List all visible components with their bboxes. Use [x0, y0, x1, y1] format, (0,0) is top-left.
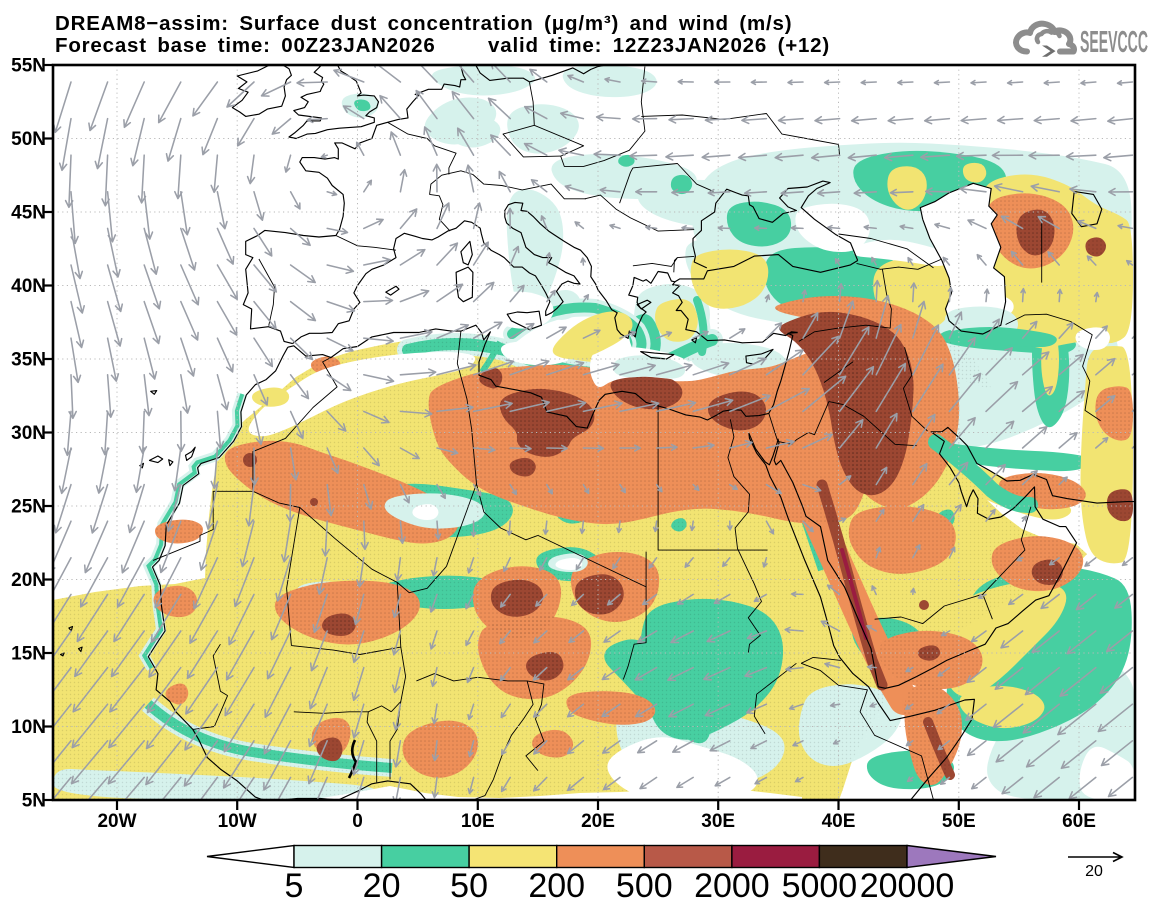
svg-text:50E: 50E	[942, 811, 976, 832]
svg-text:10W: 10W	[218, 811, 257, 832]
svg-text:50N: 50N	[11, 129, 46, 150]
svg-text:0: 0	[352, 811, 363, 832]
svg-text:35N: 35N	[11, 350, 46, 371]
svg-text:50: 50	[450, 867, 488, 905]
svg-text:5: 5	[285, 867, 304, 905]
svg-text:20W: 20W	[97, 811, 136, 832]
svg-text:20: 20	[363, 867, 401, 905]
svg-text:45N: 45N	[11, 203, 46, 224]
svg-text:20000: 20000	[860, 867, 955, 905]
svg-text:30N: 30N	[11, 423, 46, 444]
svg-text:15N: 15N	[11, 644, 46, 665]
svg-text:20N: 20N	[11, 570, 46, 591]
svg-text:5N: 5N	[22, 791, 46, 812]
svg-text:200: 200	[528, 867, 585, 905]
svg-text:55N: 55N	[11, 56, 46, 77]
svg-text:500: 500	[616, 867, 673, 905]
svg-text:40N: 40N	[11, 276, 46, 297]
svg-text:Forecast base time: 00Z23JAN20: Forecast base time: 00Z23JAN2026 valid t…	[55, 34, 830, 57]
svg-text:5000: 5000	[782, 867, 858, 905]
svg-text:2000: 2000	[694, 867, 770, 905]
svg-text:10E: 10E	[461, 811, 495, 832]
svg-text:DREAM8−assim: Surface dust con: DREAM8−assim: Surface dust concentration…	[55, 12, 792, 35]
svg-text:10N: 10N	[11, 717, 46, 738]
svg-text:25N: 25N	[11, 497, 46, 518]
svg-text:30E: 30E	[701, 811, 735, 832]
svg-text:SEEVCCC: SEEVCCC	[1080, 25, 1148, 59]
svg-text:60E: 60E	[1062, 811, 1096, 832]
svg-text:20: 20	[1085, 863, 1103, 880]
svg-text:40E: 40E	[822, 811, 856, 832]
svg-text:20E: 20E	[581, 811, 615, 832]
